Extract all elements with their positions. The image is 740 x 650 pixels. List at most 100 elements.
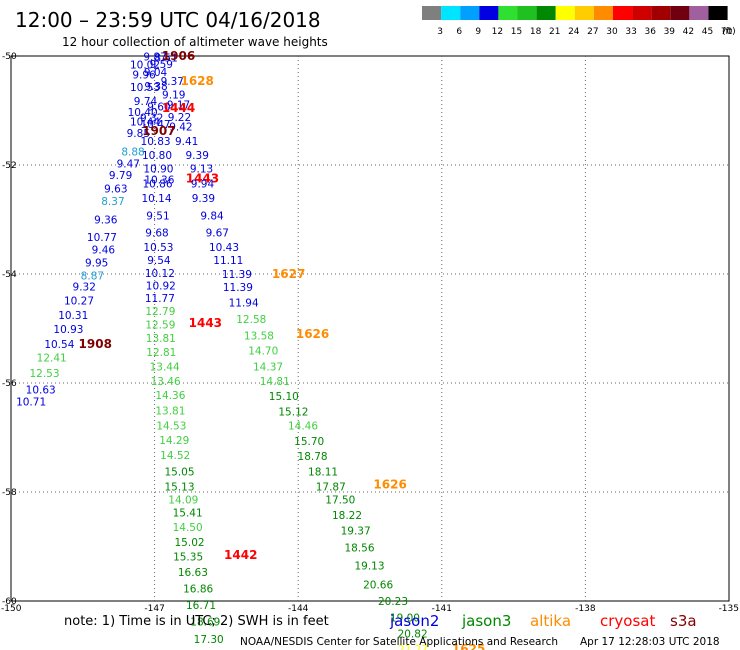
wave-height-value: 8.51 [154,53,177,65]
wave-height-value: 9.19 [162,90,185,102]
scale-label: 12 [492,27,503,37]
scale-label: 39 [664,27,676,37]
satellite-altika: altika [530,612,571,630]
wave-height-value: 15.10 [269,391,299,403]
wave-height-value: 10.93 [53,324,83,336]
wave-height-value: 14.09 [168,495,198,507]
scale-swatch [479,6,499,20]
wave-height-value: 10.77 [87,232,117,244]
wave-height-value: 10.63 [26,385,56,397]
longitude-label: -150 [1,604,22,614]
wave-height-value: 14.36 [155,390,185,402]
page-subtitle: 12 hour collection of altimeter wave hei… [62,35,328,49]
scale-swatch [460,6,480,20]
wave-height-value: 8.37 [101,196,124,208]
wave-height-value: 14.81 [260,376,290,388]
wave-height-value: 11.94 [229,297,259,309]
wave-height-value: 9.59 [150,59,173,71]
wave-height-value: 20.82 [398,629,428,641]
wave-height-value: 10.86 [142,179,172,191]
scale-label: 24 [568,27,580,37]
wave-height-value: 13.46 [151,376,181,388]
wave-height-value: 15.35 [173,551,203,563]
wave-height-value: 11.39 [222,269,252,281]
satellite-jason3: jason3 [461,612,511,630]
scale-label: 3 [437,27,443,37]
scale-swatch [422,6,442,20]
wave-height-value: 9.94 [191,179,215,191]
wave-height-value: 9.60 [147,102,170,114]
wave-height-value: 9.54 [147,255,171,267]
wave-height-value: 13.81 [146,333,176,345]
wave-height-value: 18.11 [308,466,338,478]
wave-height-value: 10.83 [141,136,171,148]
wave-height-value: 17.50 [325,495,355,507]
wave-height-value: 9.39 [186,150,209,162]
wave-height-value: 10.53 [143,242,173,254]
scale-swatch [613,6,633,20]
wave-height-value: 9.96 [132,70,156,82]
wave-height-value: 15.05 [164,466,194,478]
pass-time-label: 1443 [186,172,219,186]
scale-label: 9 [475,27,481,37]
wave-height-value: 11.77 [145,293,175,305]
pass-time-label: 1625 [452,642,485,650]
wave-height-value: 10.90 [143,163,173,175]
wave-height-value: 19.00 [390,612,420,624]
wave-height-value: 16.71 [186,600,216,612]
wave-height-value: 10.54 [44,339,74,351]
pass-time-label: 1444 [162,101,195,115]
wave-height-value: 18.69 [190,617,220,629]
wave-height-value: 21.27 [398,644,428,650]
scale-swatch [632,6,652,20]
page-title: 12:00 – 23:59 UTC 04/16/2018 [15,8,321,32]
wave-height-value: 9.39 [192,193,215,205]
scale-label: 15 [511,27,522,37]
wave-height-value: 8.88 [121,146,144,158]
scale-label: 21 [549,27,560,37]
wave-height-value: 10.02 [130,60,160,72]
wave-height-value: 9.68 [145,228,168,240]
wave-height-value: 15.02 [175,537,205,549]
latitude-label: -60 [2,597,17,607]
pass-time-label: 1907 [142,124,175,138]
pass-time-label: 1626 [373,477,406,491]
latitude-label: -52 [2,161,17,171]
pass-time-label: 1442 [224,548,257,562]
latitude-label: -56 [2,379,17,389]
wave-height-value: 18.56 [344,543,374,555]
wave-height-value: 9.13 [190,163,213,175]
wave-height-value: 9.95 [85,258,108,270]
wave-height-value: 9.22 [168,112,191,124]
wave-height-value: 18.22 [332,510,362,522]
wave-height-value: 13.58 [244,331,274,343]
wave-height-value: 10.12 [145,268,175,280]
scale-unit: (ft) [722,27,736,37]
wave-height-value: 15.12 [278,406,308,418]
pass-time-label: 1626 [296,327,329,341]
wave-height-value: 9.46 [92,244,116,256]
footer-note: note: 1) Time is in UTC; 2) SWH is in fe… [64,614,329,629]
wave-height-value: 10.27 [64,296,94,308]
scale-label: 6 [456,27,462,37]
scale-label: 30 [606,27,618,37]
scale-label: 42 [683,27,694,37]
pass-time-label: 1906 [162,49,195,63]
color-scale-legend: 3 6 9 12 15 18 21 24 27 30 33 36 39 42 45 70(ft) [422,6,736,37]
wave-height-value: 14.70 [248,345,278,357]
wave-height-value: 19.13 [354,561,384,573]
wave-height-value: 18.78 [298,451,328,463]
wave-height-value: 9.04 [144,67,168,79]
longitude-label: -135 [719,604,739,614]
wave-height-value: 10.92 [146,280,176,292]
wave-height-value: 14.46 [288,421,318,433]
pass-time-label: 1627 [272,267,305,281]
scale-swatch [441,6,461,20]
footer-credit: NOAA/NESDIS Center for Satellite Applica… [240,636,558,648]
wave-height-value: 11.39 [223,282,253,294]
wave-height-value: 10.53 [130,82,160,94]
wave-height-value: 10.31 [58,310,88,322]
wave-height-value: 12.79 [145,306,175,318]
scale-label: 27 [587,27,598,37]
